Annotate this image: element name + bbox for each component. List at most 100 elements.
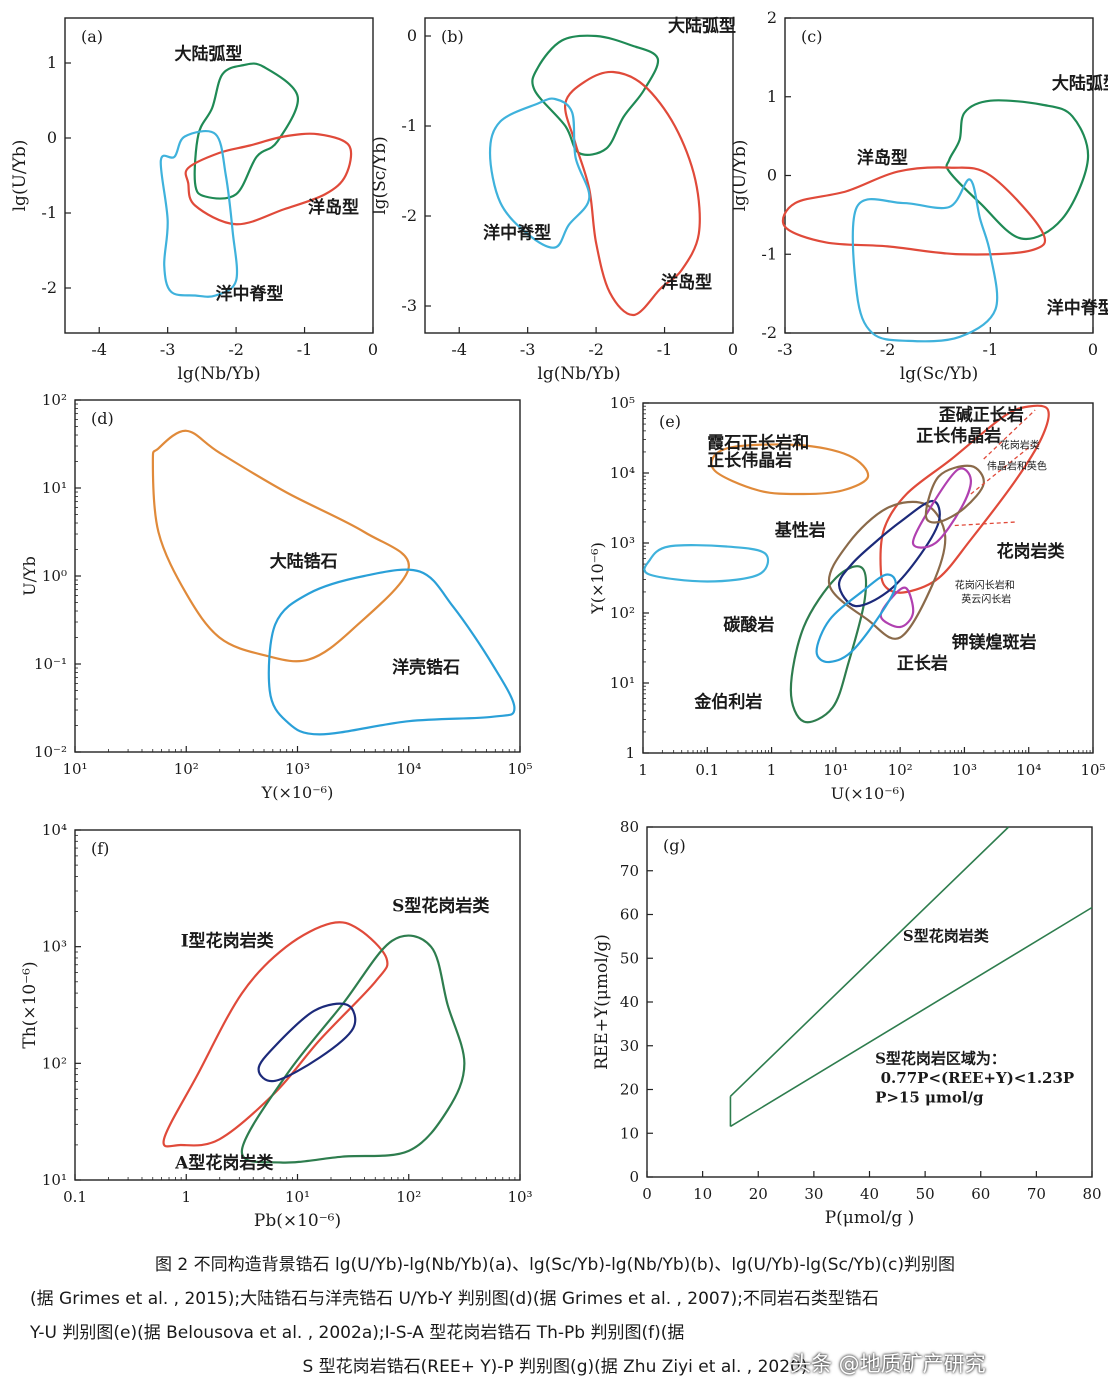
y-tick-label: 1 [625, 744, 635, 762]
x-tick-label: 10⁵ [1080, 761, 1105, 779]
region-outline [267, 568, 516, 736]
y-tick-label: 20 [620, 1081, 639, 1099]
x-tick-label: 70 [1027, 1185, 1046, 1203]
x-tick-label: 60 [971, 1185, 990, 1203]
plot-frame [646, 826, 1093, 1178]
caption-line-2: (据 Grimes et al. , 2015);大陆锆石与洋壳锆石 U/Yb-… [30, 1289, 879, 1309]
x-tick-label: -1 [983, 340, 999, 359]
y-tick-label: 80 [620, 818, 639, 836]
caption-line-3: Y-U 判别图(e)(据 Belousova et al. , 2002a);I… [30, 1323, 685, 1343]
region-outline [531, 34, 660, 156]
boundary-line [730, 906, 1093, 1128]
region-small-label: 伟晶岩和英色 [987, 460, 1047, 473]
x-tick-label: 80 [1082, 1185, 1101, 1203]
region-label: 正长伟晶岩 [916, 426, 1001, 447]
region-label: 基性岩 [774, 520, 826, 541]
dashed-divider [983, 409, 1036, 460]
x-tick-label: 10² [174, 760, 199, 778]
plot-frame [74, 399, 521, 753]
x-tick-label: 0 [368, 340, 378, 359]
x-axis-label: lg(Nb/Yb) [177, 364, 260, 384]
region-label: 大陆锆石 [270, 551, 338, 572]
region-label: 0.77P<(REE+Y)<1.23P [881, 1069, 1075, 1087]
region-outline [827, 500, 947, 640]
region-small-label: 花岗岩类 [1000, 439, 1040, 452]
y-tick-label: 10³ [610, 534, 635, 552]
region-outline [184, 132, 353, 226]
region-label: 霞石正长岩和 [707, 433, 809, 454]
y-tick-label: 1 [47, 53, 57, 72]
y-tick-label: 10¹ [42, 1171, 67, 1189]
region-outline [643, 544, 770, 583]
dashed-divider [970, 444, 1033, 495]
y-tick-label: 10¹ [42, 479, 67, 497]
region-outline [159, 130, 239, 298]
caption-line-4: S 型花岗岩锆石(REE+ Y)-P 判别图(g)(据 Zhu Ziyi et … [302, 1357, 808, 1377]
plot-frame [642, 402, 1094, 754]
y-tick-label: 60 [620, 906, 639, 924]
y-tick-label: 30 [620, 1037, 639, 1055]
x-tick-label: 1 [638, 761, 648, 779]
region-label: 洋中脊型 [216, 283, 284, 304]
y-tick-label: -1 [401, 116, 417, 135]
y-tick-label: 10⁻¹ [34, 655, 67, 673]
y-axis-label: lg(U/Yb) [730, 140, 750, 212]
panel-d: (d) 10¹ 10² 10³ 10⁴ 10⁵ 10² 10¹ 10⁰ 10⁻¹ 10⁻² Y(×10… [20, 391, 533, 802]
region-label: 大陆弧型 [1052, 73, 1108, 94]
region-outline [710, 443, 870, 496]
region-small-label: 花岗闪长岩和 [955, 579, 1015, 592]
x-tick-label: -3 [777, 340, 793, 359]
y-tick-label: 0 [47, 128, 57, 147]
panel-b: (b)-4 -3 -2 -1 00-1-2-3lg(Nb/Yb)lg(Sc/Yb)大陆弧… [370, 16, 738, 385]
region-label: I型花岗岩类 [181, 931, 275, 952]
y-tick-label: 10² [42, 391, 67, 409]
y-tick-label: -2 [761, 323, 777, 342]
region-small-label: 英云闪长岩 [961, 593, 1011, 606]
y-tick-label: 70 [620, 862, 639, 880]
y-tick-label: 10⁵ [610, 394, 635, 412]
y-tick-label: 2 [767, 8, 777, 27]
x-tick-label: -3 [520, 340, 536, 359]
x-tick-label: 10² [888, 761, 913, 779]
x-tick-label: -4 [91, 340, 107, 359]
y-axis-label: lg(U/Yb) [10, 140, 30, 212]
region-label: 花岗岩类 [997, 541, 1066, 562]
region-outline [257, 1002, 357, 1083]
region-label: 大陆弧型 [668, 16, 736, 37]
y-axis-label: U/Yb [20, 556, 39, 596]
x-axis-label: lg(Nb/Yb) [537, 364, 620, 384]
figure-caption: 图 2 不同构造背景锆石 lg(U/Yb)-lg(Nb/Yb)(a)、lg(Sc… [30, 1248, 1080, 1384]
region-label: 大陆弧型 [175, 43, 243, 64]
panel-label: (f) [91, 839, 109, 858]
x-tick-label: 10⁴ [1016, 761, 1041, 779]
x-tick-label: 10¹ [823, 761, 848, 779]
region-label: S型花岗岩类 [392, 896, 490, 917]
x-tick-label: -2 [228, 340, 244, 359]
x-tick-label: 10¹ [62, 760, 87, 778]
x-tick-label: 0.1 [63, 1188, 87, 1206]
x-tick-label: 10¹ [285, 1188, 310, 1206]
panel-c: (c)-3-2-10210-1-2lg(Sc/Yb)lg(U/Yb)大陆弧型洋岛… [730, 8, 1108, 384]
region-label: 洋中脊型 [1047, 297, 1108, 318]
panel-label: (g) [663, 836, 686, 855]
y-tick-label: 10² [42, 1054, 67, 1072]
x-tick-label: 30 [804, 1185, 823, 1203]
region-label: A型花岗岩类 [174, 1152, 274, 1173]
region-label: 洋中脊型 [483, 223, 551, 244]
x-axis-label: Pb(×10⁻⁶) [254, 1211, 341, 1231]
region-outline [879, 404, 1050, 594]
x-tick-label: 0.1 [695, 761, 719, 779]
region-outline [151, 429, 410, 663]
panel-label: (c) [801, 27, 822, 46]
region-outline [815, 573, 897, 664]
y-axis-label: lg(Sc/Yb) [370, 136, 390, 215]
region-label: S型花岗岩区域为： [875, 1049, 1006, 1067]
region-outline [193, 62, 299, 200]
region-outline [924, 464, 985, 524]
region-outline [911, 467, 972, 549]
x-tick-label: 10 [693, 1185, 712, 1203]
x-axis-label: U(×10⁻⁶) [831, 784, 906, 803]
region-label: 金伯利岩 [693, 692, 762, 713]
dashed-divider [954, 521, 1016, 527]
panel-label: (d) [91, 409, 114, 428]
